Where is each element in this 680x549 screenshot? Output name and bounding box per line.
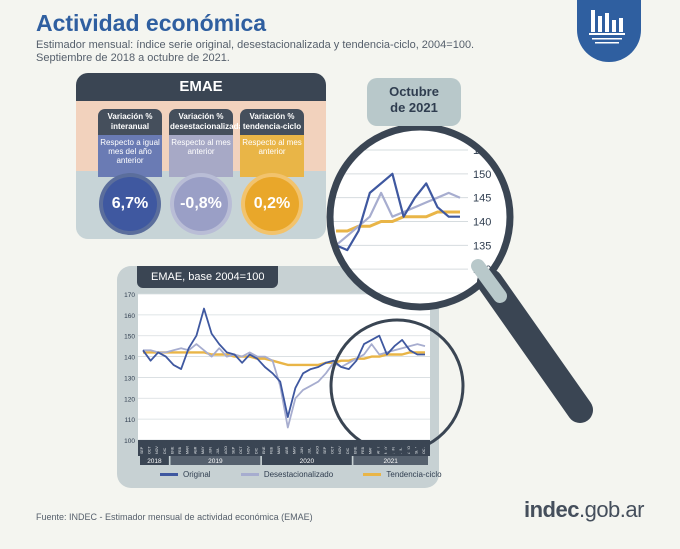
magnifier-neck bbox=[471, 259, 507, 303]
year-band bbox=[170, 456, 261, 465]
column-description: Respecto a igual mes del año anterior bbox=[98, 135, 162, 177]
column-label: Variación % desestacionalizada bbox=[169, 109, 243, 135]
legend-item-tendencia: Tendencia-ciclo bbox=[363, 470, 442, 479]
year-band bbox=[140, 456, 169, 465]
brand-indec: indec bbox=[524, 497, 579, 522]
series-line-0 bbox=[142, 307, 425, 418]
month-strip bbox=[138, 440, 430, 456]
indec-brand: indec.gob.ar bbox=[524, 497, 644, 523]
x-tick-label: MAY bbox=[201, 446, 205, 454]
x-tick-label: OCT bbox=[331, 446, 335, 454]
building-chart-icon bbox=[589, 10, 625, 44]
source-note: Fuente: INDEC - Estimador mensual de act… bbox=[36, 512, 313, 522]
x-tick-label: DIC bbox=[163, 447, 167, 454]
x-tick-label: NOV bbox=[155, 446, 159, 454]
subtitle-line-2: Septiembre de 2018 a octubre de 2021. bbox=[36, 52, 230, 64]
emae-card-title: EMAE bbox=[76, 73, 326, 101]
column-label: Variación % interanual bbox=[98, 109, 162, 135]
y-tick-label: 170 bbox=[124, 292, 135, 299]
legend-item-original: Original bbox=[160, 470, 211, 479]
y-tick-label: 110 bbox=[125, 417, 136, 424]
small-lens-ring bbox=[329, 318, 465, 454]
x-tick-label: ABR bbox=[193, 446, 197, 454]
x-tick-label: FEB bbox=[178, 446, 182, 454]
zoom-series-line-0 bbox=[335, 172, 460, 252]
x-tick-label: DIC bbox=[254, 447, 258, 454]
x-tick-label: JUN bbox=[209, 447, 213, 454]
x-tick-label: ENE bbox=[170, 446, 174, 454]
plot-area bbox=[138, 294, 430, 440]
x-tick-label: JUL bbox=[216, 448, 220, 454]
indec-logo-badge bbox=[577, 0, 641, 62]
magnifier-handle bbox=[477, 269, 593, 423]
chart-title: EMAE, base 2004=100 bbox=[137, 266, 279, 288]
page-title: Actividad económica bbox=[36, 10, 267, 36]
x-tick-label: JUN bbox=[392, 447, 396, 454]
x-tick-label: MAR bbox=[369, 446, 373, 454]
x-tick-label: SEP bbox=[323, 446, 327, 454]
y-tick-label: 160 bbox=[124, 313, 135, 320]
x-tick-label: FEB bbox=[361, 446, 365, 454]
x-tick-label: FEB bbox=[270, 446, 274, 454]
chart-legend: Original Desestacionalizado Tendencia-ci… bbox=[160, 470, 470, 479]
series-line-1 bbox=[143, 343, 426, 429]
series-line-2 bbox=[143, 351, 425, 367]
zoom-date-label: Octubre de 2021 bbox=[367, 78, 461, 126]
year-label: 2021 bbox=[383, 458, 398, 465]
year-band bbox=[261, 456, 352, 465]
x-tick-label: ABR bbox=[285, 446, 289, 454]
value-desestacionalizada: -0,8% bbox=[174, 177, 228, 231]
page-subtitle: Estimador mensual: índice serie original… bbox=[36, 39, 474, 65]
x-tick-label: OCT bbox=[148, 446, 152, 454]
zoom-y-tick-label: 145 bbox=[473, 193, 491, 205]
emae-summary-card: EMAE Variación % interanual Respecto a i… bbox=[76, 73, 326, 239]
x-tick-label: JUL bbox=[308, 448, 312, 454]
column-description: Respecto al mes anterior bbox=[240, 135, 304, 177]
x-tick-label: NOV bbox=[247, 446, 251, 454]
y-tick-label: 150 bbox=[124, 334, 135, 341]
x-tick-label: JUN bbox=[300, 447, 304, 454]
big-lens-ring bbox=[326, 123, 514, 311]
column-label: Variación % tendencia-ciclo bbox=[240, 109, 304, 135]
subtitle-line-1: Estimador mensual: índice serie original… bbox=[36, 39, 475, 51]
y-tick-label: 130 bbox=[124, 375, 135, 382]
y-tick-label: 140 bbox=[124, 355, 135, 362]
year-label: 2020 bbox=[300, 458, 315, 465]
x-tick-label: AGO bbox=[315, 446, 319, 454]
brand-domain: .gob.ar bbox=[578, 497, 645, 522]
x-tick-label: NOV bbox=[338, 446, 342, 454]
zoom-label-line-2: de 2021 bbox=[390, 100, 438, 115]
y-tick-label: 100 bbox=[124, 438, 135, 445]
x-tick-label: SEP bbox=[231, 446, 235, 454]
x-tick-label: MAR bbox=[277, 446, 281, 454]
year-label: 2019 bbox=[208, 458, 223, 465]
value-interanual: 6,7% bbox=[103, 177, 157, 231]
year-band bbox=[353, 456, 428, 465]
column-tendencia: Variación % tendencia-ciclo Respecto al … bbox=[240, 109, 304, 177]
x-tick-label: SEP bbox=[140, 446, 144, 454]
x-tick-label: DIC bbox=[346, 447, 350, 454]
value-tendencia: 0,2% bbox=[245, 177, 299, 231]
x-tick-label: ENE bbox=[262, 446, 266, 454]
x-tick-label: MAY bbox=[292, 446, 296, 454]
column-interanual: Variación % interanual Respecto a igual … bbox=[98, 109, 162, 177]
y-tick-label: 120 bbox=[124, 396, 135, 403]
x-tick-label: OCT bbox=[422, 446, 426, 454]
year-label: 2018 bbox=[147, 458, 162, 465]
x-tick-label: MAR bbox=[186, 446, 190, 454]
zoom-label-line-1: Octubre bbox=[389, 84, 439, 99]
zoom-y-tick-label: 135 bbox=[473, 240, 491, 252]
x-tick-label: AGO bbox=[224, 446, 228, 454]
column-description: Respecto al mes anterior bbox=[169, 135, 233, 177]
x-tick-label: ENE bbox=[353, 446, 357, 454]
legend-item-desest: Desestacionalizado bbox=[240, 470, 333, 479]
column-desestacionalizada: Variación % desestacionalizada Respecto … bbox=[169, 109, 243, 177]
zoom-y-tick-label: 150 bbox=[473, 169, 491, 181]
x-tick-label: OCT bbox=[239, 446, 243, 454]
zoom-series-line-1 bbox=[335, 191, 461, 247]
zoom-y-tick-label: 140 bbox=[473, 217, 491, 229]
